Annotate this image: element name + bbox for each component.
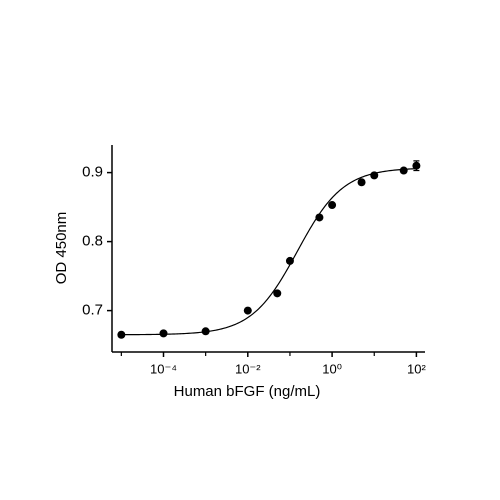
data-point <box>201 327 210 336</box>
x-axis-label: Human bFGF (ng/mL) <box>174 383 321 400</box>
data-point <box>117 330 126 339</box>
data-point <box>412 161 421 170</box>
x-tick-label: 10⁰ <box>322 361 342 376</box>
data-point <box>315 213 324 222</box>
data-point <box>243 306 252 315</box>
data-point <box>357 178 366 187</box>
data-point <box>399 166 408 175</box>
y-tick-label: 0.9 <box>82 164 103 181</box>
x-tick-label: 10⁻⁴ <box>150 361 177 376</box>
y-tick-label: 0.7 <box>82 302 103 319</box>
y-axis-label: OD 450nm <box>53 212 70 285</box>
x-tick-label: 10² <box>407 361 426 376</box>
data-point <box>273 289 282 298</box>
x-tick-label: 10⁻² <box>235 361 261 376</box>
fit-curve <box>121 168 417 336</box>
data-point <box>159 329 168 338</box>
y-tick-label: 0.8 <box>82 233 103 250</box>
data-point <box>285 256 294 265</box>
data-point <box>370 171 379 180</box>
data-point <box>328 201 337 210</box>
